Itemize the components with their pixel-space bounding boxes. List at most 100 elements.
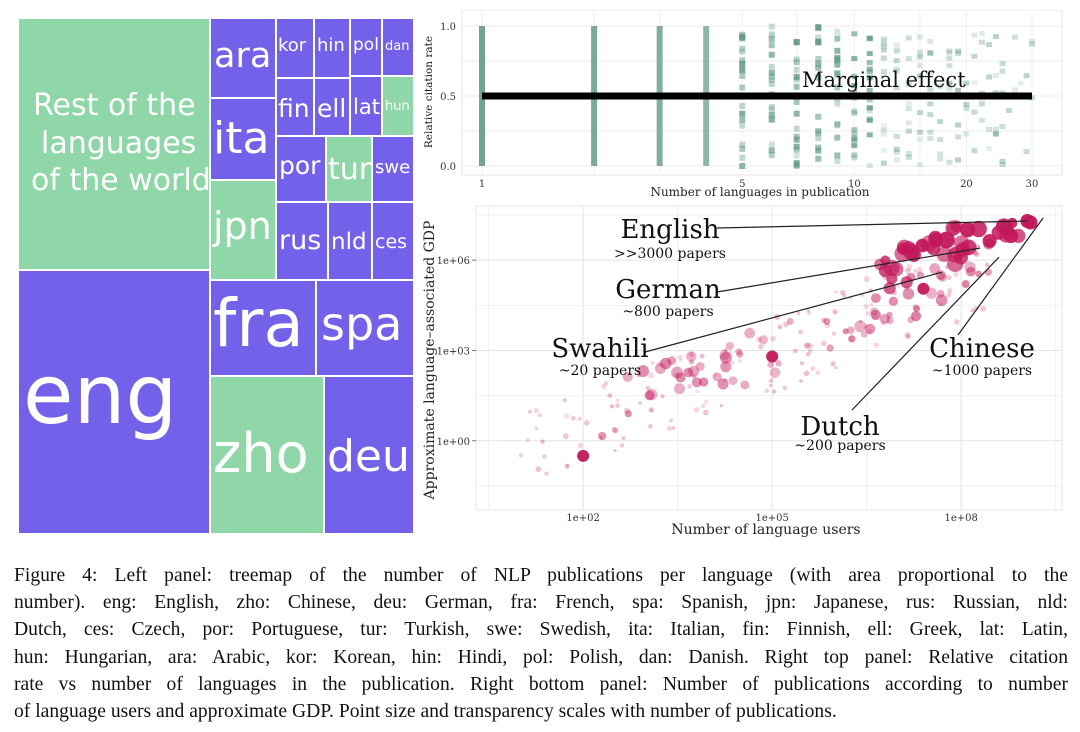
language-point xyxy=(869,302,874,307)
language-point xyxy=(623,407,630,414)
citation-bar-segment xyxy=(916,129,923,135)
citation-bar-segment xyxy=(946,49,953,55)
citation-bar-segment xyxy=(986,74,993,80)
treemap-tile-nld: nld xyxy=(328,202,372,280)
tile-label-ell: ell xyxy=(317,94,347,123)
citation-bar-segment xyxy=(946,80,953,86)
language-point xyxy=(783,321,789,328)
citation-bar-segment xyxy=(893,146,900,152)
citation-bar-segment xyxy=(851,73,858,79)
citation-bar-segment xyxy=(815,38,822,45)
language-point xyxy=(846,326,855,335)
citation-bar-segment xyxy=(834,70,841,77)
gdp-users-chart: English>>3000 papers German~800 papers Swa… xyxy=(422,205,1063,538)
tile-label-ara: ara xyxy=(214,36,272,76)
language-point xyxy=(535,466,542,473)
citation-bar-segment xyxy=(916,54,923,60)
language-point xyxy=(808,343,814,349)
citation-bar-segment xyxy=(815,113,822,120)
x-ticks: 1e+02 1e+05 1e+08 xyxy=(566,513,977,524)
citation-bar-segment xyxy=(971,109,978,115)
language-point xyxy=(775,360,782,367)
language-point xyxy=(964,261,976,273)
language-point xyxy=(804,342,811,349)
language-point-highlight xyxy=(917,282,930,295)
tile-label-swe: swe xyxy=(375,157,411,178)
citation-bar-segment xyxy=(999,124,1006,130)
language-point xyxy=(965,266,976,277)
citation-bar-segment xyxy=(937,119,944,125)
treemap-tile-dan: dan xyxy=(382,18,414,76)
citation-bar-segment xyxy=(880,127,887,133)
citation-bar-segment xyxy=(815,64,822,71)
language-point xyxy=(703,399,708,404)
language-point xyxy=(695,361,705,371)
language-point xyxy=(880,320,886,326)
citation-bar-segment xyxy=(963,80,970,86)
citation-bar-segment xyxy=(866,105,873,111)
y-axis-label: Relative citation rate xyxy=(423,36,435,148)
citation-bar-segment xyxy=(927,86,934,92)
language-point xyxy=(648,407,654,413)
citation-bar-segment xyxy=(851,89,858,95)
annotation-papers: ~200 papers xyxy=(794,438,885,454)
language-point xyxy=(660,394,665,399)
language-point xyxy=(577,416,582,421)
language-point xyxy=(725,341,734,351)
citation-bar-segment xyxy=(834,28,841,35)
language-point xyxy=(713,373,717,377)
citation-bar-segment xyxy=(851,110,858,116)
citation-bar-segment xyxy=(815,60,822,67)
caption-line: of language users and approximate GDP. P… xyxy=(14,701,837,723)
citation-bar-segment xyxy=(793,160,800,167)
citation-bar-segment xyxy=(880,37,887,43)
language-point xyxy=(673,383,685,395)
citation-bar-segment xyxy=(815,135,822,142)
tile-label-dan: dan xyxy=(385,39,410,54)
x-tick-label: 10 xyxy=(848,179,861,190)
citation-bar-segment xyxy=(880,72,887,78)
language-point xyxy=(833,290,838,295)
citation-bar-segment xyxy=(1023,149,1030,155)
language-point xyxy=(598,431,607,441)
language-point xyxy=(878,264,892,278)
language-point xyxy=(671,426,676,430)
language-point xyxy=(700,403,706,409)
language-point xyxy=(624,410,632,418)
citation-bar-segment xyxy=(893,133,900,139)
language-point xyxy=(638,401,642,405)
language-point xyxy=(883,282,896,295)
language-point xyxy=(540,439,545,444)
y-tick-label: 1e+00 xyxy=(437,437,470,448)
citation-bar-segment xyxy=(1005,107,1012,113)
language-point xyxy=(744,327,756,339)
citation-bar-segment xyxy=(963,131,970,137)
x-tick-label: 5 xyxy=(739,179,745,190)
language-point xyxy=(583,420,590,426)
language-point xyxy=(879,314,890,325)
treemap-tile-pol: pol xyxy=(350,18,382,76)
language-point xyxy=(866,329,872,335)
language-point xyxy=(815,370,821,376)
language-point xyxy=(769,367,781,378)
language-point xyxy=(806,311,812,316)
citation-bar-segment xyxy=(916,34,923,40)
treemap-tile-swe: swe xyxy=(372,136,414,202)
citation-bar-segment xyxy=(1011,87,1018,93)
language-point xyxy=(645,385,651,391)
citation-bar-segment xyxy=(834,157,841,164)
language-point xyxy=(824,322,831,329)
citation-bar-segment xyxy=(905,56,912,62)
citation-bar-segment xyxy=(937,151,944,157)
language-point xyxy=(888,296,898,306)
language-point xyxy=(648,372,654,379)
language-point xyxy=(767,361,775,368)
language-point xyxy=(735,348,743,356)
citation-bar-segment xyxy=(793,59,800,66)
citation-bar-segment xyxy=(946,159,953,165)
language-point xyxy=(905,333,911,340)
language-point xyxy=(564,464,570,470)
x-tick-label: 20 xyxy=(960,179,973,190)
tile-label-rest-line2: languages xyxy=(41,126,197,161)
citation-bar-segment xyxy=(916,63,923,69)
